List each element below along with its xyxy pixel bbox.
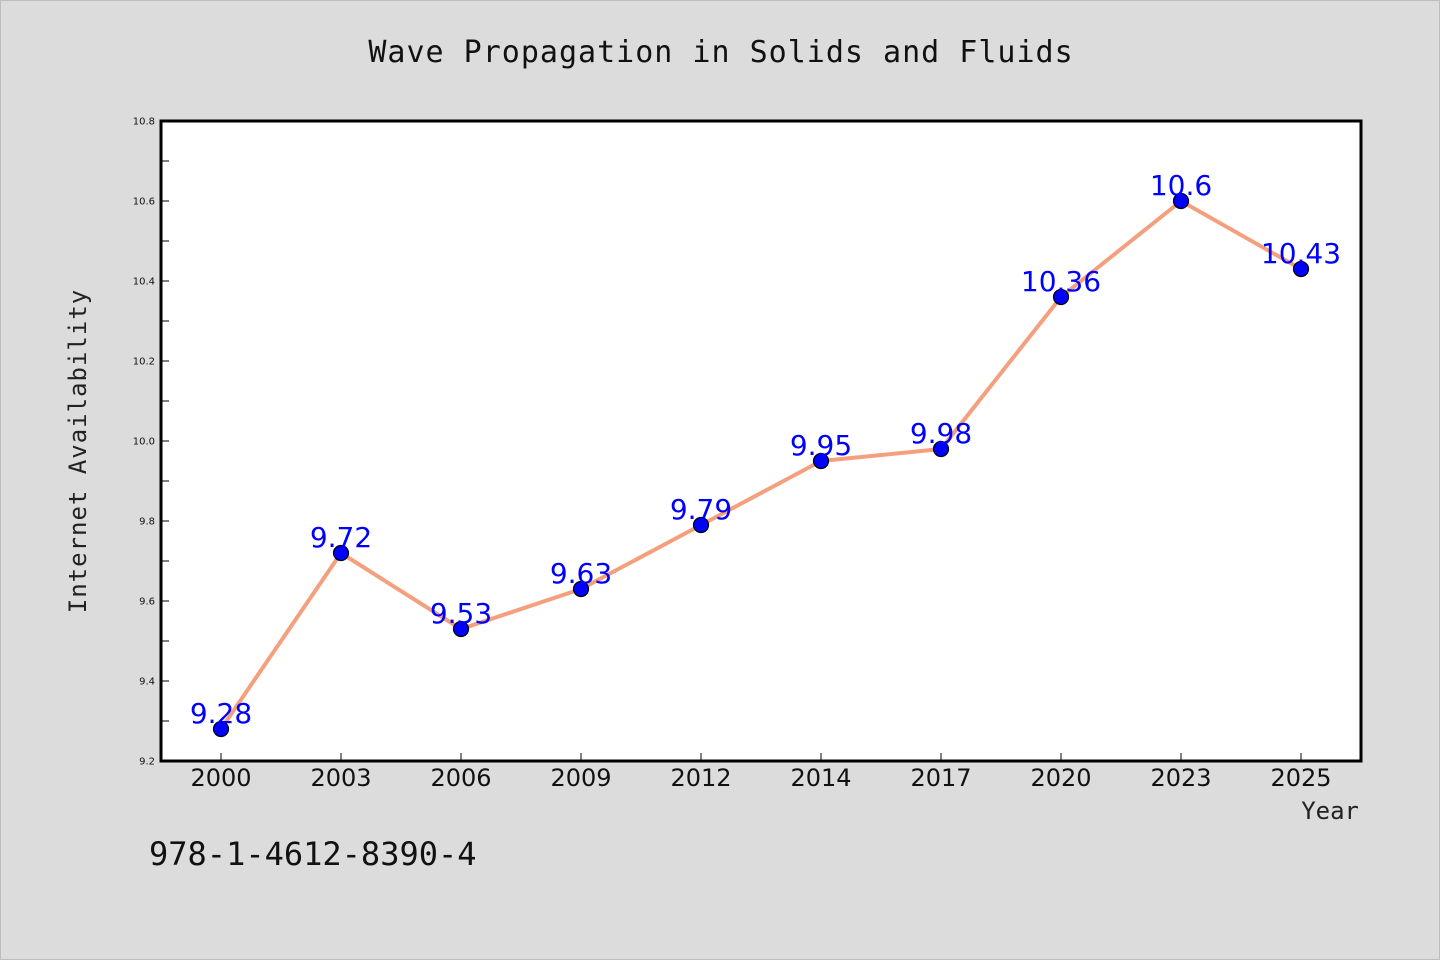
y-tick-label: 10.4 xyxy=(133,277,155,288)
data-label: 9.63 xyxy=(550,557,612,590)
x-tick-label: 2023 xyxy=(1150,764,1211,792)
x-tick-label: 2020 xyxy=(1030,764,1091,792)
x-tick-label: 2003 xyxy=(310,764,371,792)
x-axis-label: Year xyxy=(1301,797,1359,825)
x-tick-label: 2025 xyxy=(1270,764,1331,792)
x-tick-label: 2012 xyxy=(670,764,731,792)
isbn-text: 978-1-4612-8390-4 xyxy=(149,835,477,873)
data-point xyxy=(1172,192,1190,210)
data-label: 10.6 xyxy=(1150,169,1212,202)
x-tick-label: 2017 xyxy=(910,764,971,792)
x-tick-label: 2000 xyxy=(190,764,251,792)
y-tick-label: 10.6 xyxy=(133,197,155,208)
y-tick-label: 10.0 xyxy=(133,437,155,448)
y-tick-label: 10.8 xyxy=(133,117,155,128)
x-tick-label: 2006 xyxy=(430,764,491,792)
data-point xyxy=(1292,260,1310,278)
data-label: 9.95 xyxy=(790,429,852,462)
data-label: 9.98 xyxy=(910,417,972,450)
data-point xyxy=(212,720,230,738)
x-tick-label: 2009 xyxy=(550,764,611,792)
x-tick-label: 2014 xyxy=(790,764,851,792)
data-point xyxy=(1052,288,1070,306)
chart-title: Wave Propagation in Solids and Fluids xyxy=(368,35,1074,70)
data-point xyxy=(452,620,470,638)
data-label: 9.28 xyxy=(190,697,252,730)
y-tick-label: 10.2 xyxy=(133,357,155,368)
data-point xyxy=(812,452,830,470)
data-point xyxy=(932,440,950,458)
data-label: 9.72 xyxy=(310,521,372,554)
y-tick-label: 9.8 xyxy=(139,517,155,528)
y-tick-label: 9.4 xyxy=(139,677,155,688)
plot-area xyxy=(161,121,1361,761)
series-line xyxy=(219,199,1303,731)
data-label: 10.43 xyxy=(1261,237,1341,270)
y-tick-label: 9.2 xyxy=(139,757,155,768)
data-point xyxy=(692,516,710,534)
data-label: 10.36 xyxy=(1021,265,1101,298)
plot-frame xyxy=(159,119,1363,763)
data-label: 9.79 xyxy=(670,493,732,526)
y-tick-label: 9.6 xyxy=(139,597,155,608)
data-point xyxy=(572,580,590,598)
data-label: 9.53 xyxy=(430,597,492,630)
data-point xyxy=(332,544,350,562)
